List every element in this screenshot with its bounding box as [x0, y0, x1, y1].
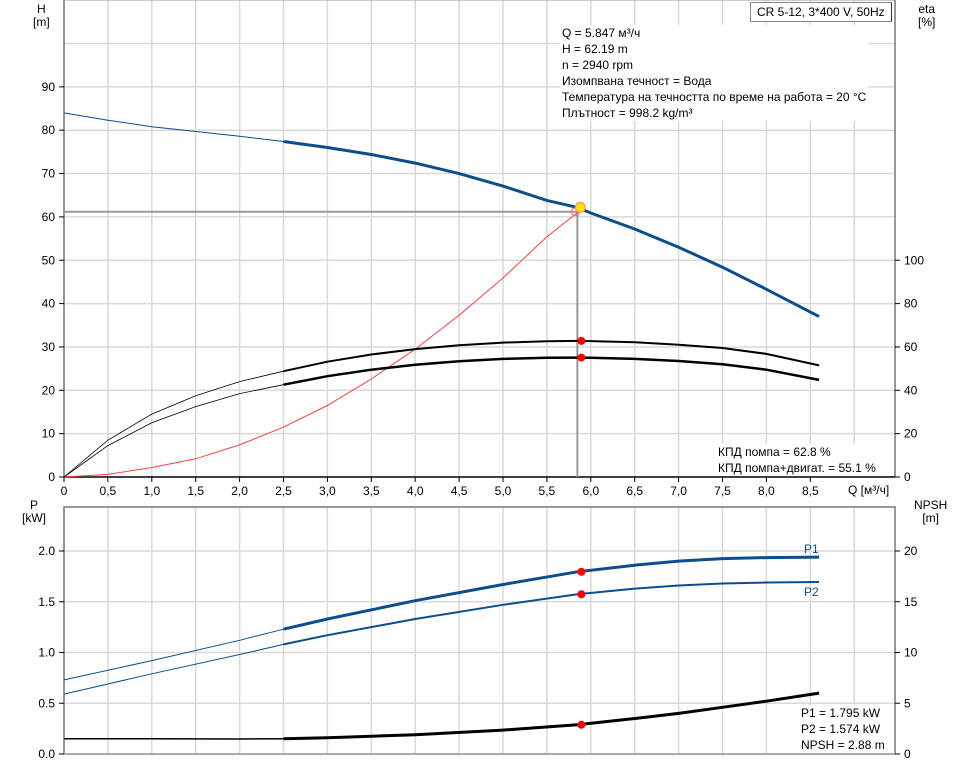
- svg-text:100: 100: [904, 253, 924, 267]
- svg-text:20: 20: [904, 427, 918, 441]
- svg-text:80: 80: [904, 297, 918, 311]
- duty-info-panel: Q = 5.847 м³/ч H = 62.19 m n = 2940 rpm …: [560, 25, 869, 121]
- svg-text:1,0: 1,0: [143, 484, 160, 498]
- q-axis-label: Q [м³/ч]: [848, 483, 890, 497]
- svg-text:4,5: 4,5: [451, 484, 468, 498]
- p2-curve-label: P2: [804, 585, 819, 599]
- npsh-axis-title: NPSH [m]: [914, 498, 948, 525]
- svg-text:50: 50: [42, 253, 56, 267]
- svg-text:2.0: 2.0: [38, 544, 55, 558]
- svg-text:60: 60: [42, 210, 56, 224]
- svg-text:70: 70: [42, 167, 56, 181]
- svg-text:2,5: 2,5: [275, 484, 292, 498]
- svg-text:40: 40: [42, 297, 56, 311]
- svg-text:15: 15: [904, 595, 918, 609]
- svg-text:3,5: 3,5: [363, 484, 380, 498]
- svg-text:0.0: 0.0: [38, 747, 55, 761]
- svg-text:8,0: 8,0: [758, 484, 775, 498]
- svg-text:1.0: 1.0: [38, 646, 55, 660]
- svg-text:7,5: 7,5: [714, 484, 731, 498]
- svg-text:5,0: 5,0: [495, 484, 512, 498]
- svg-text:6,0: 6,0: [582, 484, 599, 498]
- svg-text:0: 0: [48, 470, 55, 484]
- svg-text:30: 30: [42, 340, 56, 354]
- p2-value: P2 = 1.574 kW: [801, 722, 881, 736]
- h-axis-title: H [m]: [33, 2, 50, 29]
- svg-text:5: 5: [904, 696, 911, 710]
- svg-text:90: 90: [42, 80, 56, 94]
- svg-text:3,0: 3,0: [319, 484, 336, 498]
- svg-text:7,0: 7,0: [670, 484, 687, 498]
- svg-text:1.5: 1.5: [38, 595, 55, 609]
- p1-curve-label: P1: [804, 542, 819, 556]
- duty-head: H = 62.19 m: [562, 42, 628, 56]
- p1-value: P1 = 1.795 kW: [801, 706, 881, 720]
- p-axis-title: P [kW]: [22, 498, 46, 525]
- eta-pump-value: КПД помпа = 62.8 %: [718, 445, 831, 459]
- svg-text:0: 0: [904, 470, 911, 484]
- svg-text:4,0: 4,0: [407, 484, 424, 498]
- svg-text:0: 0: [61, 484, 68, 498]
- svg-text:60: 60: [904, 340, 918, 354]
- svg-text:5,5: 5,5: [539, 484, 556, 498]
- svg-text:10: 10: [904, 646, 918, 660]
- efficiency-info-panel: КПД помпа = 62.8 % КПД помпа+двигат. = 5…: [716, 444, 878, 476]
- duty-speed: n = 2940 rpm: [562, 58, 634, 72]
- svg-text:20: 20: [42, 383, 56, 397]
- npsh-value: NPSH = 2.88 m: [801, 738, 885, 752]
- svg-text:20: 20: [904, 544, 918, 558]
- svg-text:1,5: 1,5: [187, 484, 204, 498]
- duty-flow: Q = 5.847 м³/ч: [562, 26, 641, 40]
- eta-axis-title: eta [%]: [918, 2, 936, 29]
- eta-total-value: КПД помпа+двигат. = 55.1 %: [718, 461, 876, 475]
- power-info-panel: P1 = 1.795 kW P2 = 1.574 kW NPSH = 2.88 …: [799, 705, 887, 753]
- svg-text:6,5: 6,5: [626, 484, 643, 498]
- svg-text:10: 10: [42, 427, 56, 441]
- duty-density: Плътност = 998.2 kg/m³: [562, 106, 693, 120]
- svg-text:0.5: 0.5: [38, 696, 55, 710]
- duty-temperature: Температура на течността по време на раб…: [562, 90, 867, 104]
- svg-text:40: 40: [904, 383, 918, 397]
- duty-fluid: Изомпвана течност = Вода: [562, 74, 712, 88]
- svg-text:0: 0: [904, 747, 911, 761]
- svg-text:0,5: 0,5: [100, 484, 117, 498]
- svg-text:80: 80: [42, 123, 56, 137]
- svg-text:8,5: 8,5: [802, 484, 819, 498]
- svg-text:2,0: 2,0: [231, 484, 248, 498]
- model-title-box: CR 5-12, 3*400 V, 50Hz: [750, 2, 892, 22]
